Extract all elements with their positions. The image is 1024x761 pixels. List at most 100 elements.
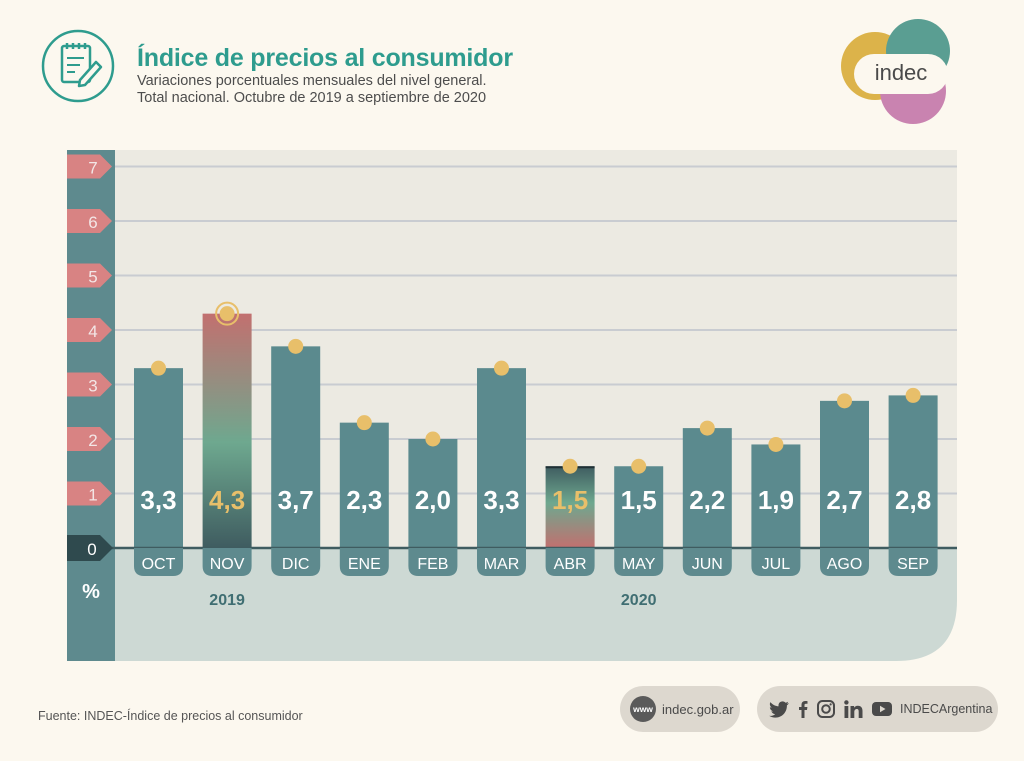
x-tick-label: AGO [827, 556, 863, 573]
bar-sep [888, 395, 938, 548]
y-tick-marker [67, 535, 113, 561]
x-tab [682, 548, 732, 576]
page-title: Índice de precios al consumidor [137, 44, 513, 72]
value-dot [905, 387, 921, 403]
value-dot [768, 436, 784, 452]
data-label: 3,3 [140, 485, 176, 515]
x-tab [820, 548, 869, 576]
bar-mar [477, 368, 526, 548]
www-icon: www [630, 696, 656, 722]
y-tick-zero: 0 [67, 535, 113, 561]
x-tab [545, 548, 595, 576]
data-label: 1,5 [552, 485, 588, 515]
subtitle-line-1: Variaciones porcentuales mensuales del n… [137, 73, 487, 89]
y-tick-marker [67, 427, 112, 451]
x-tick-label: MAY [622, 556, 656, 573]
x-tab [408, 548, 458, 576]
x-tick-label: DIC [282, 556, 310, 573]
y-tick-marker [67, 263, 112, 288]
y-ticks: 1 2 3 4 5 6 7 [67, 154, 112, 506]
twitter-icon[interactable] [769, 700, 789, 718]
linkedin-icon[interactable] [844, 700, 863, 718]
indec-logo: indec [841, 19, 950, 124]
data-label: 2,0 [415, 485, 451, 515]
x-tab [614, 548, 664, 576]
data-label: 2,7 [826, 485, 862, 515]
lower-band [115, 548, 957, 661]
x-tab [134, 548, 183, 576]
bar-oct [134, 368, 183, 548]
data-label: 4,3 [209, 485, 245, 515]
logo-text: indec [875, 60, 928, 85]
x-tick-label: NOV [210, 556, 245, 573]
x-tick-label: OCT [142, 556, 176, 573]
bar-jun [682, 428, 732, 548]
value-dot [219, 306, 235, 322]
x-tick-label: SEP [897, 556, 929, 573]
bar-may [614, 466, 664, 548]
y-tick-label: 3 [88, 377, 97, 396]
y-tick-label: 5 [88, 268, 97, 287]
bar-feb [408, 439, 458, 548]
y-tick-marker [67, 481, 112, 506]
social-handle: INDECArgentina [900, 702, 993, 716]
data-label: 2,2 [689, 485, 725, 515]
y-axis-label: % [82, 581, 100, 603]
year-label: 2019 [209, 592, 245, 609]
x-tab [202, 548, 252, 576]
value-dot [562, 458, 578, 474]
y-tick-label: 4 [88, 322, 97, 341]
plot-area [115, 150, 957, 548]
x-tab [888, 548, 938, 576]
data-label: 2,8 [895, 485, 931, 515]
data-label: 2,3 [346, 485, 382, 515]
y-tick-marker [67, 154, 112, 179]
value-dot [288, 338, 304, 354]
data-label: 1,5 [621, 485, 657, 515]
y-tick-label: 2 [88, 431, 97, 450]
x-labels: OCT NOV DIC ENE FEB MAR ABR MAY JUN JUL AGO SEP [134, 548, 938, 576]
bar-jul [751, 444, 801, 548]
subtitle-line-2: Total nacional. Octubre de 2019 a septie… [137, 90, 487, 106]
instagram-icon[interactable] [817, 700, 835, 718]
year-label: 2020 [621, 592, 657, 609]
value-dot [151, 360, 166, 376]
bar-abr [545, 466, 595, 548]
year-labels: 2019 2020 [209, 592, 656, 609]
gridlines [115, 165, 957, 495]
x-tick-label: MAR [484, 556, 520, 573]
source-note: Fuente: INDEC-Índice de precios al consu… [38, 709, 303, 723]
y-tick-label: 1 [88, 486, 97, 505]
x-tab [751, 548, 801, 576]
data-label: 1,9 [758, 485, 794, 515]
x-tab [339, 548, 389, 576]
data-label: 3,7 [278, 485, 314, 515]
value-dot [837, 393, 852, 409]
social-links[interactable]: INDECArgentina [757, 686, 998, 732]
y-tick-label: 0 [87, 540, 96, 559]
x-tick-label: JUN [692, 556, 723, 573]
document-pencil-icon [41, 29, 115, 103]
value-dot [425, 431, 441, 447]
value-dot-ring [215, 301, 240, 326]
y-tick-marker [67, 209, 112, 233]
bars: 3,3 4,3 3,7 2,3 2,0 3,3 1,5 1,5 2,2 1,9 2,7 2,8 [134, 301, 938, 548]
y-tick-marker [67, 318, 112, 342]
y-tick-label: 7 [88, 159, 97, 178]
x-tab [477, 548, 526, 576]
y-tick-marker [67, 372, 112, 397]
website-link[interactable]: www indec.gob.ar [620, 686, 740, 732]
data-label: 3,3 [483, 485, 519, 515]
x-tick-label: ENE [348, 556, 381, 573]
y-tick-label: 6 [88, 213, 97, 232]
value-dot [631, 458, 647, 474]
value-dot [699, 420, 715, 436]
value-dot [494, 360, 509, 376]
value-dot [356, 415, 372, 431]
x-tick-label: JUL [762, 556, 791, 573]
bar-dic [271, 346, 321, 548]
website-text: indec.gob.ar [662, 701, 734, 717]
youtube-icon[interactable] [872, 702, 892, 716]
facebook-icon[interactable] [798, 700, 808, 718]
